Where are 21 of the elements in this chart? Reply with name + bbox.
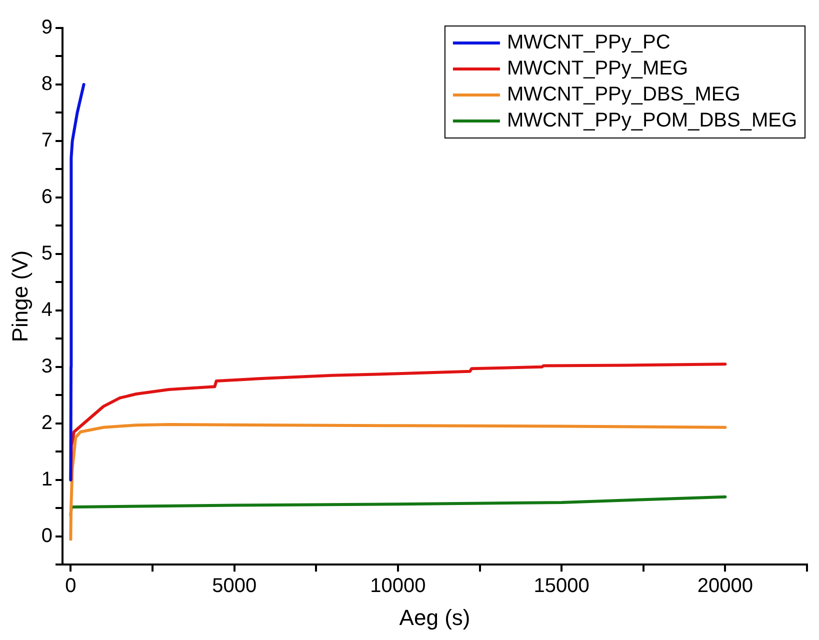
y-tick-label: 8 (41, 73, 53, 95)
y-tick-label: 0 (41, 524, 53, 547)
legend-label: MWCNT_PPy_PC (506, 32, 670, 54)
y-tick-label: 4 (41, 298, 53, 321)
y-axis-title: Pinge (V) (7, 250, 32, 342)
x-tick-label: 20000 (697, 575, 753, 598)
y-tick-label: 7 (41, 129, 53, 152)
x-tick-label: 10000 (370, 575, 426, 598)
x-axis-title: Aeg (s) (399, 604, 470, 630)
y-tick-label: 1 (41, 468, 53, 490)
x-tick-label: 5000 (212, 575, 257, 598)
x-tick-label: 0 (65, 575, 76, 598)
x-tick-label: 15000 (534, 575, 590, 598)
y-tick-label: 6 (41, 186, 53, 208)
y-tick-label: 9 (41, 16, 53, 39)
y-tick-label: 5 (41, 242, 53, 264)
y-tick-label: 2 (41, 412, 53, 434)
legend-label: MWCNT_PPy_DBS_MEG (506, 84, 740, 106)
y-tick-label: 3 (41, 355, 53, 378)
legend-label: MWCNT_PPy_POM_DBS_MEG (506, 110, 798, 132)
legend-label: MWCNT_PPy_MEG (506, 58, 688, 80)
